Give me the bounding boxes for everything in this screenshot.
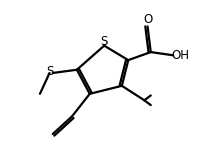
Text: OH: OH <box>172 49 189 62</box>
Text: S: S <box>100 35 108 48</box>
Text: O: O <box>143 13 152 26</box>
Text: S: S <box>46 65 53 78</box>
